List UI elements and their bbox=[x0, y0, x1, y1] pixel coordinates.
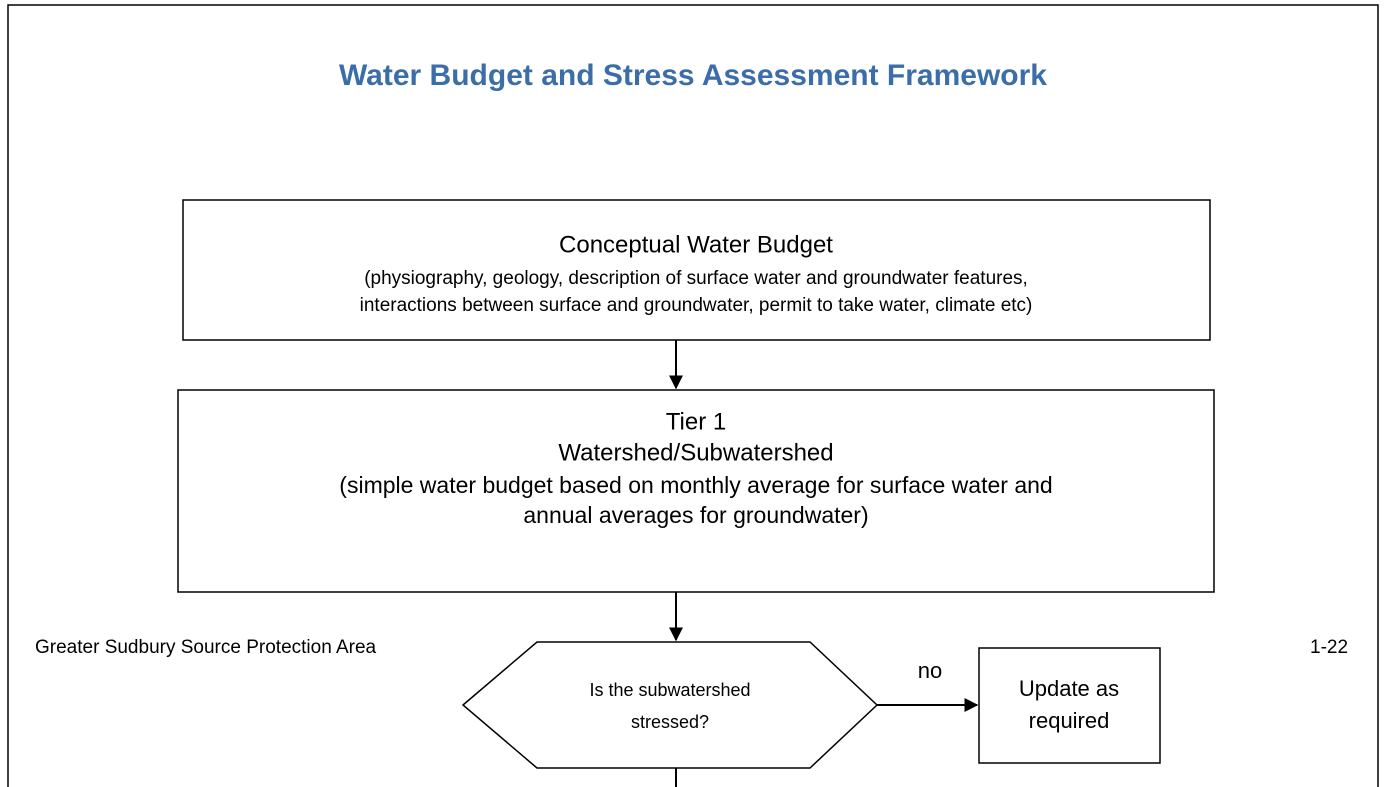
footer-right: 1-22 bbox=[1310, 637, 1348, 658]
node-text: required bbox=[1029, 708, 1110, 733]
node-text: Is the subwatershed bbox=[589, 680, 750, 700]
page-border bbox=[7, 4, 1379, 787]
update-box bbox=[978, 647, 1161, 764]
node-text: Conceptual Water Budget bbox=[559, 231, 833, 258]
node-text: Watershed/Subwatershed bbox=[558, 439, 833, 466]
node-text: stressed? bbox=[631, 712, 709, 732]
node-text: annual averages for groundwater) bbox=[523, 502, 868, 528]
tier1-box bbox=[177, 389, 1215, 593]
node-text: (physiography, geology, description of s… bbox=[364, 268, 1028, 289]
edge-label: no bbox=[918, 658, 942, 683]
title: Water Budget and Stress Assessment Frame… bbox=[339, 59, 1047, 92]
node-text: Update as bbox=[1019, 676, 1119, 701]
node-text: Tier 1 bbox=[666, 408, 726, 435]
node-text: (simple water budget based on monthly av… bbox=[339, 472, 1052, 498]
node-text: interactions between surface and groundw… bbox=[360, 295, 1033, 316]
conceptual-box bbox=[182, 199, 1211, 341]
footer-left: Greater Sudbury Source Protection Area bbox=[35, 637, 377, 658]
decision bbox=[461, 641, 879, 769]
